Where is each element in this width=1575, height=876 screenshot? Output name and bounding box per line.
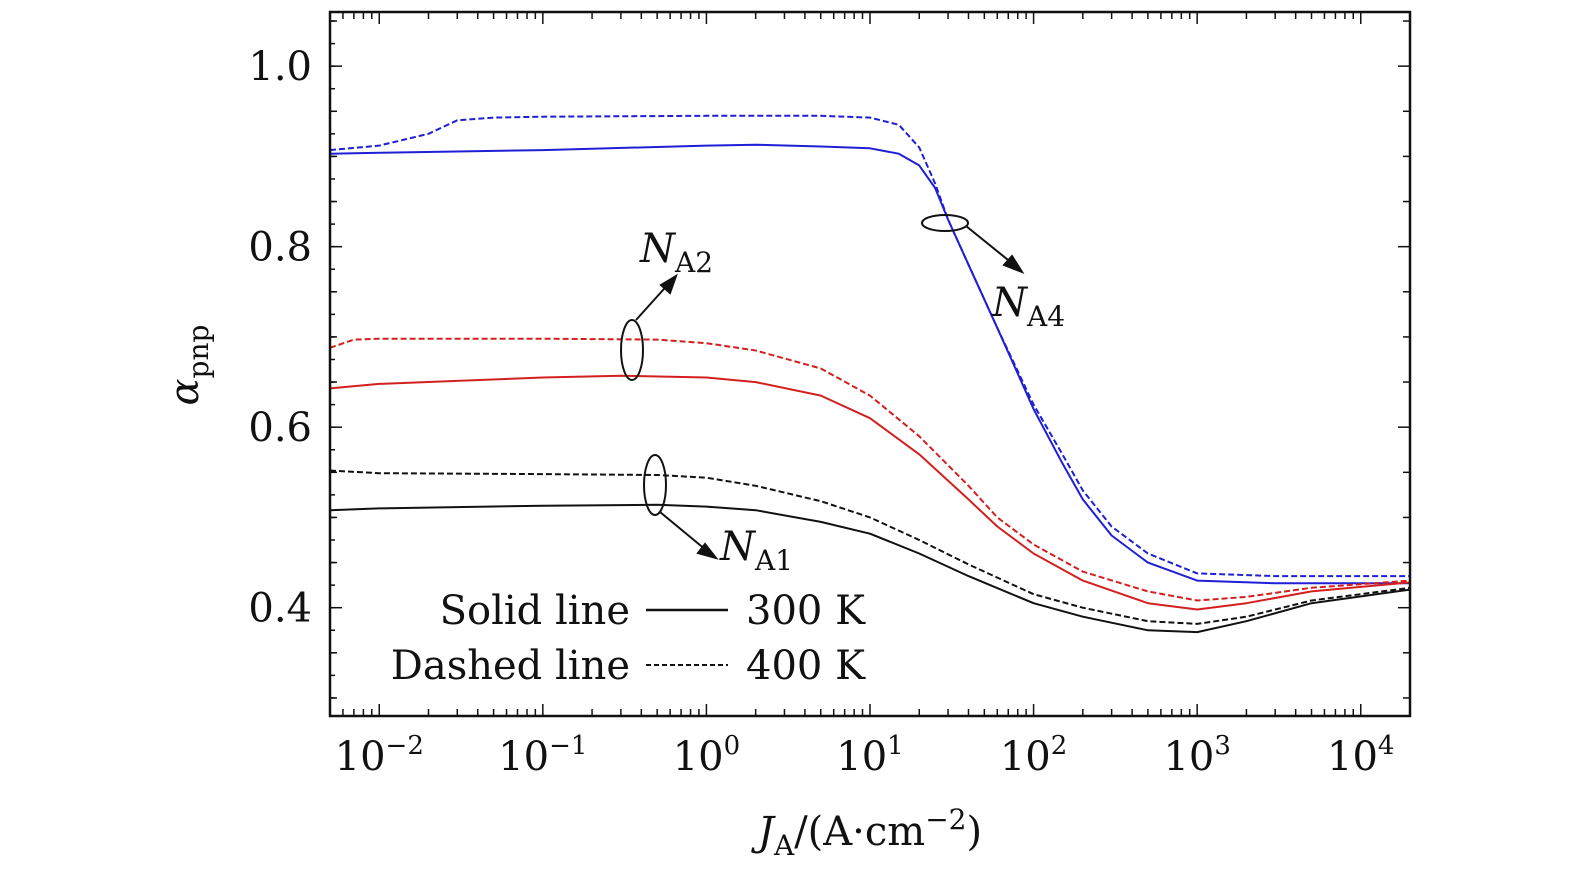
series-na2-400k bbox=[329, 337, 1411, 602]
y-tick-label: 1.0 bbox=[248, 44, 312, 90]
x-tick-label: 101 bbox=[836, 731, 903, 780]
legend: Solid line 300 K Dashed line 400 K bbox=[391, 588, 866, 689]
y-axis-label: αpnp bbox=[162, 325, 215, 406]
x-tick-label: 10−2 bbox=[335, 731, 424, 780]
legend-dashed-value: 400 K bbox=[746, 643, 866, 689]
legend-solid-label: Solid line bbox=[440, 588, 630, 634]
series-na2-300k bbox=[329, 374, 1411, 611]
series-layer bbox=[329, 114, 1411, 634]
y-tick-labels: 0.4 0.6 0.8 1.0 bbox=[248, 44, 312, 632]
x-tick-labels: 10−2 10−1 100 101 102 103 104 bbox=[335, 731, 1395, 780]
x-tick-label: 100 bbox=[673, 731, 740, 780]
series-na4-400k bbox=[329, 114, 1410, 578]
x-tick-label: 10−1 bbox=[498, 731, 587, 780]
legend-dashed-label: Dashed line bbox=[391, 643, 630, 689]
na4-label: NA4 bbox=[991, 280, 1065, 333]
na4-ellipse bbox=[921, 214, 969, 232]
legend-solid-value: 300 K bbox=[746, 588, 866, 634]
na2-arrowhead bbox=[659, 273, 678, 295]
na2-label: NA2 bbox=[639, 226, 713, 279]
na2-ellipse bbox=[620, 319, 644, 381]
x-tick-label: 102 bbox=[1000, 731, 1067, 780]
series-na1-400k bbox=[329, 469, 1411, 625]
y-tick-label: 0.4 bbox=[248, 586, 312, 632]
y-tick-label: 0.6 bbox=[248, 405, 312, 451]
na1-arrowhead bbox=[696, 542, 719, 560]
x-tick-label: 103 bbox=[1163, 731, 1230, 780]
x-tick-label: 104 bbox=[1327, 731, 1394, 780]
x-axis-label: JA/(A·cm−2) bbox=[751, 803, 982, 862]
series-na4-300k bbox=[329, 143, 1410, 585]
na4-arrowhead bbox=[1002, 254, 1025, 275]
ticks-layer bbox=[329, 12, 1411, 716]
annotations bbox=[620, 214, 1025, 560]
series-na1-300k bbox=[329, 503, 1411, 634]
y-tick-label: 0.8 bbox=[248, 225, 312, 271]
na1-ellipse bbox=[643, 454, 667, 516]
na1-label: NA1 bbox=[719, 524, 793, 577]
